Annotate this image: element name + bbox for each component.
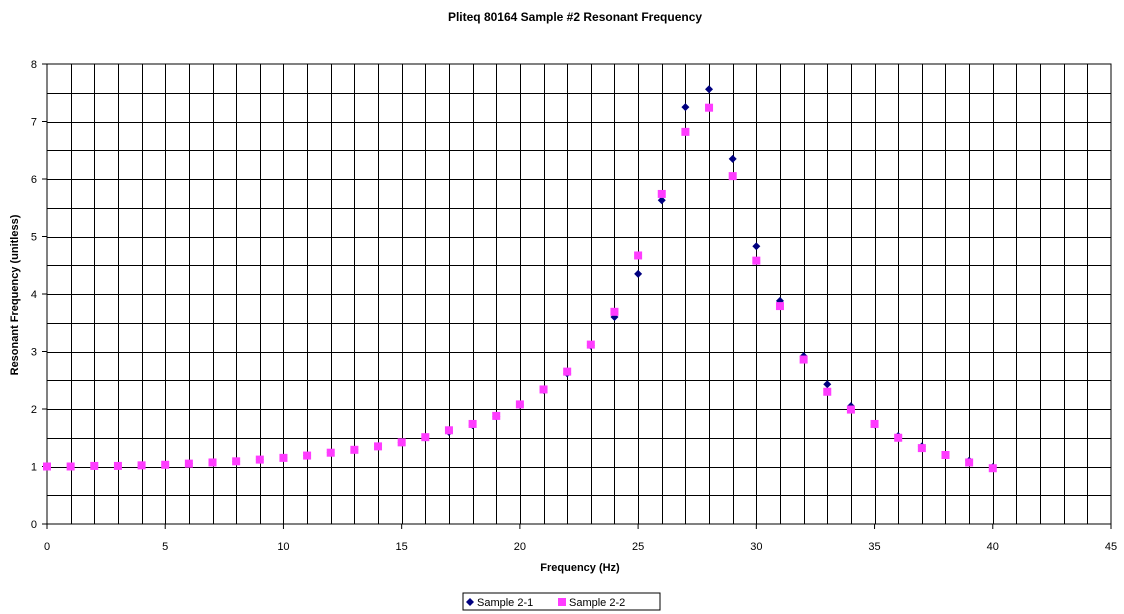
data-point [113,461,122,470]
data-point [468,419,477,428]
grid [47,64,1111,524]
y-tick-label: 8 [31,59,37,71]
data-point [421,433,430,442]
y-tick-label: 6 [31,174,37,186]
x-tick-label: 10 [277,541,289,553]
data-point [965,458,974,467]
data-point [681,127,690,136]
data-point [255,455,264,464]
data-point [634,269,643,278]
data-point [657,196,666,205]
data-point [374,442,383,451]
x-tick-label: 40 [987,541,999,553]
data-point [303,451,312,460]
data-point [444,426,453,435]
data-point [988,464,997,473]
data-point [208,458,217,467]
data-point [775,302,784,311]
data-point [681,103,690,112]
data-point [397,438,406,447]
data-point [539,385,548,394]
data-point [917,444,926,453]
data-point [657,189,666,198]
y-tick-label: 1 [31,462,37,474]
data-point [492,411,501,420]
legend-entry: Sample 2-2 [569,597,625,609]
legend-marker [558,598,566,606]
y-tick-label: 7 [31,117,37,129]
data-point [894,433,903,442]
data-point [823,387,832,396]
data-point [728,172,737,181]
data-point [279,453,288,462]
data-point [43,462,51,471]
data-point [350,445,359,454]
x-tick-label: 25 [632,541,644,553]
y-tick-label: 5 [31,232,37,244]
data-point [870,419,879,428]
data-point [232,457,241,466]
x-tick-label: 0 [44,541,50,553]
data-point [941,451,950,459]
data-point [705,85,714,94]
y-tick-label: 3 [31,347,37,359]
data-point [90,461,99,470]
data-point [161,460,170,469]
x-axis-ticks: 0 5 10 15 20 25 30 35 40 45 [44,524,1117,553]
series-2 [43,103,997,473]
y-axis-label: Resonant Frequency (unitless) [9,214,21,375]
x-tick-label: 35 [868,541,880,553]
data-point [705,103,714,112]
data-marks [43,85,997,473]
legend-items: Sample 2-1 Sample 2-2 [466,597,625,609]
data-point [515,400,524,409]
legend-entry: Sample 2-1 [477,597,533,609]
x-tick-label: 30 [750,541,762,553]
data-point [137,461,146,470]
chart-title: Pliteq 80164 Sample #2 Resonant Frequenc… [448,10,702,24]
y-tick-label: 2 [31,404,37,416]
legend: Sample 2-1 Sample 2-2 [462,592,661,611]
data-point [752,256,761,265]
x-tick-label: 45 [1105,541,1117,553]
data-point [586,340,595,349]
y-tick-label: 4 [31,289,37,301]
x-tick-label: 20 [514,541,526,553]
data-point [610,307,619,316]
x-axis-label: Frequency (Hz) [540,562,620,574]
data-point [184,459,193,468]
data-point [799,355,808,364]
data-point [823,380,832,389]
data-point [634,251,643,260]
data-point [326,448,335,457]
data-point [846,405,855,414]
x-tick-label: 5 [162,541,168,553]
data-point [563,367,572,376]
y-axis-ticks: 0 1 2 3 4 5 6 7 8 [31,59,47,531]
y-tick-label: 0 [31,519,37,531]
x-tick-label: 15 [396,541,408,553]
data-point [728,154,737,163]
data-point [66,462,75,471]
legend-marker [466,598,474,606]
data-point [752,242,761,251]
